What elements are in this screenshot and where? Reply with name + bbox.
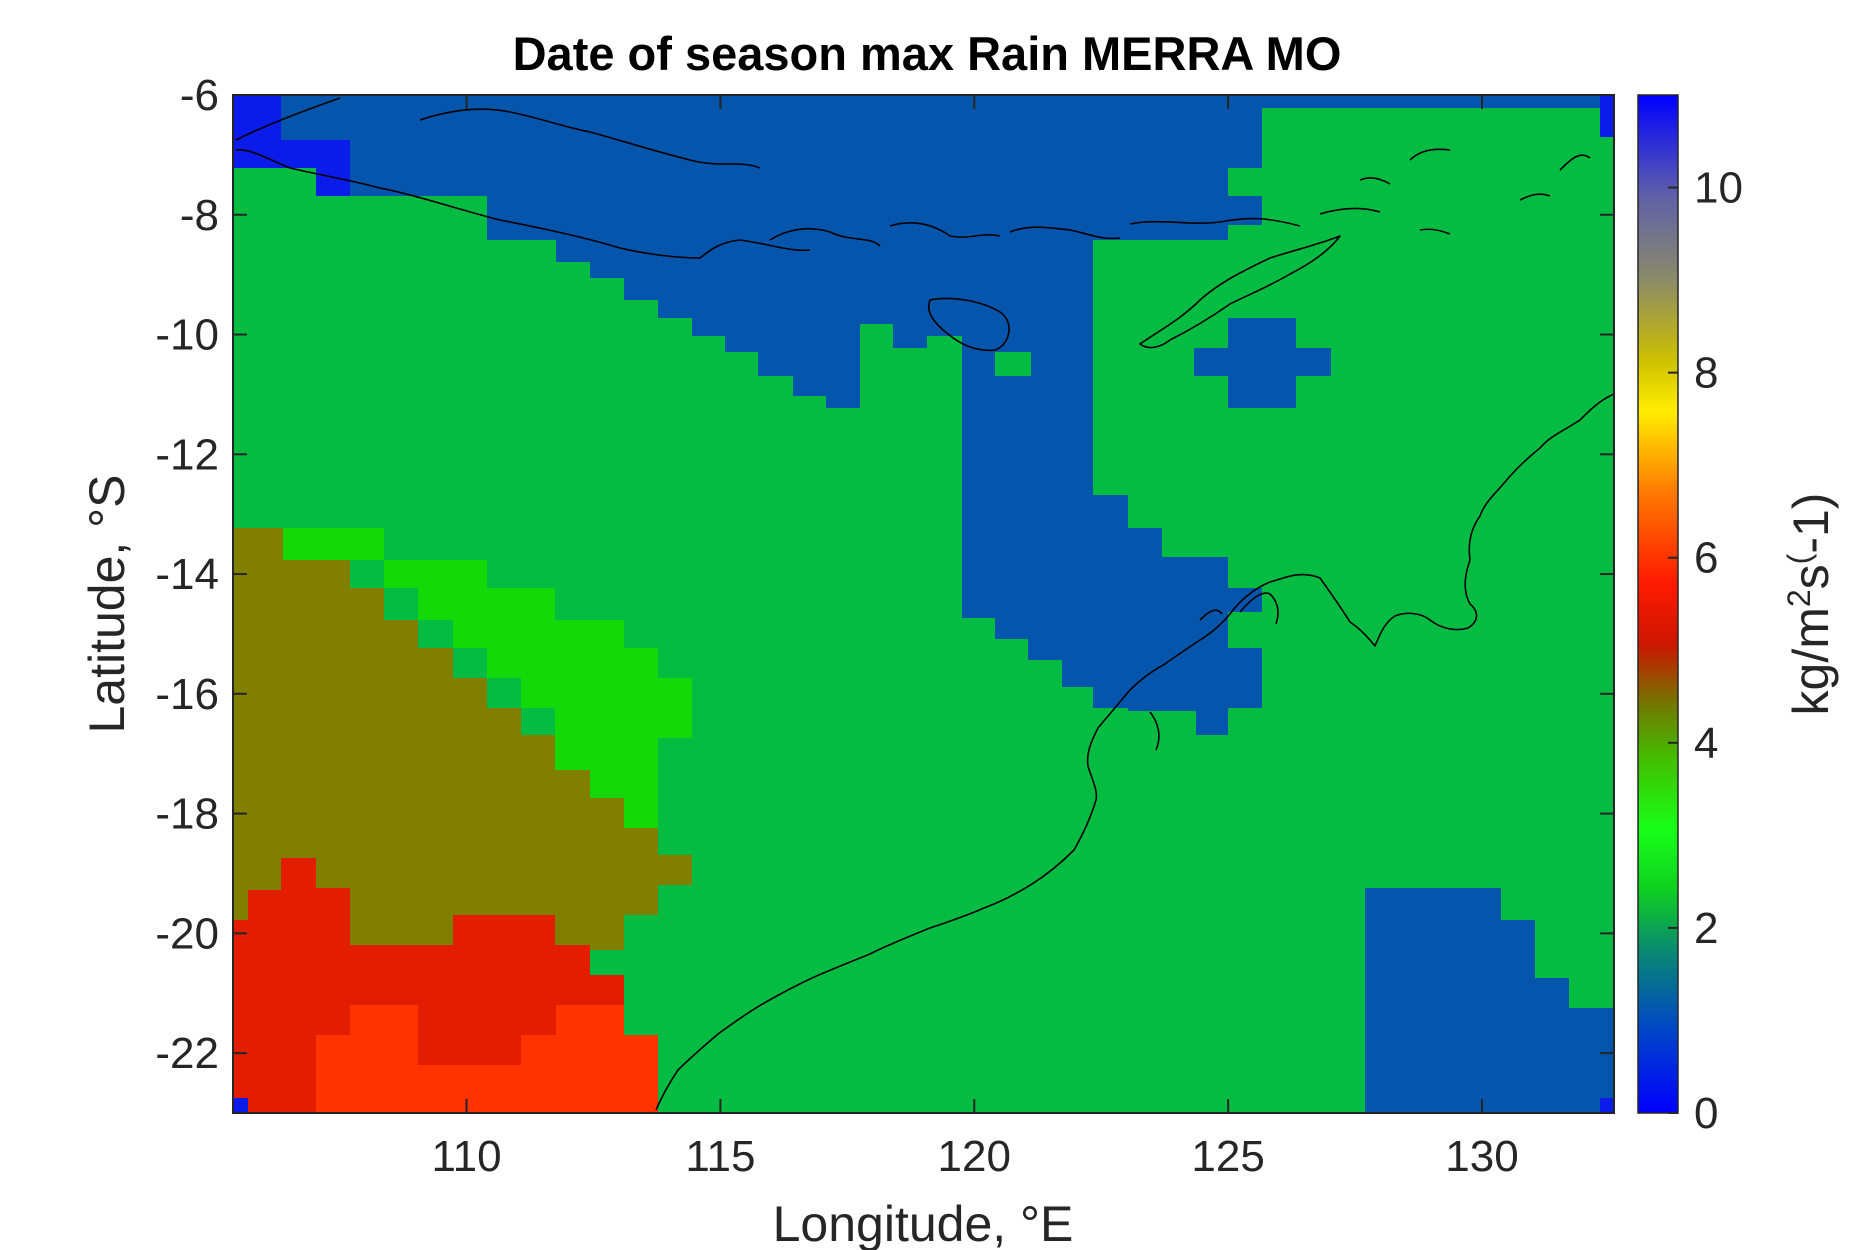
y-tick-label: -6 <box>180 71 219 120</box>
colorbar-tick-label: 10 <box>1694 164 1743 213</box>
colorbar-tick-label: 2 <box>1694 904 1718 953</box>
colorbar-label-sup: 2 <box>1781 589 1817 607</box>
coastline-kimberley-detail <box>1149 592 1279 751</box>
heatmap-cell-region-value-0.8 <box>1365 888 1614 1113</box>
heatmap-cell-region-value-0.8 <box>233 95 1614 408</box>
coastlines <box>235 97 1614 1111</box>
coastline-timor <box>1139 235 1341 349</box>
colorbar-label: kg/m2s(-1) <box>1781 493 1839 716</box>
heatmap-cell-blue-ne <box>1600 95 1614 137</box>
x-tick-label: 130 <box>1445 1132 1518 1181</box>
coastline-bali-lombok <box>769 222 1001 247</box>
colorbar-label-s: s <box>1783 564 1839 589</box>
x-tick-label: 120 <box>938 1132 1011 1181</box>
x-axis: 110 115 120 125 130 <box>431 95 1519 1181</box>
coastline-java <box>235 149 811 259</box>
colorbar-label-unit: kg/m <box>1783 607 1839 715</box>
coastline-small-islands <box>1359 148 1591 235</box>
colorbar-tick-label: 6 <box>1694 534 1718 583</box>
y-tick-label: -18 <box>155 790 219 839</box>
plot-area: 110 115 120 125 130 -6 -8 -10 -12 -14 -16 -18 -20 -2… <box>155 71 1615 1181</box>
y-tick-label: -12 <box>155 430 219 479</box>
colorbar-tick-label: 8 <box>1694 349 1718 398</box>
heatmap-cell-region-value-0.8 <box>962 376 1262 735</box>
y-axis: -6 -8 -10 -12 -14 -16 -18 -20 -22 <box>155 71 1614 1078</box>
y-tick-label: -16 <box>155 670 219 719</box>
chart-title: Date of season max Rain MERRA MO <box>513 27 1342 80</box>
heatmap-cell-blue-sw <box>233 1098 248 1113</box>
colorbar-label-exp: -1) <box>1783 493 1839 554</box>
heatmap-cell-region-value-0.8 <box>1194 318 1331 408</box>
x-tick-label: 110 <box>431 1132 501 1181</box>
coastline-sumbawa-flores <box>1009 207 1381 240</box>
colorbar-tick-label: 4 <box>1694 719 1718 768</box>
heatmap-cell-region-value-0.2 <box>233 95 350 196</box>
heatmap-cell-region-value-6.2 <box>316 1005 658 1113</box>
y-tick-label: -14 <box>155 550 219 599</box>
colorbar-ticks: 0 2 4 6 8 10 <box>1668 164 1743 1138</box>
plot-frame <box>232 94 1615 1114</box>
coastline-northern-australia <box>655 393 1614 1111</box>
x-axis-label: Longitude, °E <box>773 1196 1074 1250</box>
y-tick-label: -22 <box>155 1029 219 1078</box>
y-tick-label: -20 <box>155 909 219 958</box>
colorbar-label-paren: ( <box>1781 553 1817 564</box>
x-tick-label: 115 <box>685 1132 755 1181</box>
coastline-java-north <box>235 97 761 169</box>
x-tick-label: 125 <box>1191 1132 1264 1181</box>
heatmap-cell-region-value-2.7 <box>283 528 692 828</box>
colorbar-gradient <box>1637 94 1679 1114</box>
y-tick-label: -10 <box>155 311 219 360</box>
y-tick-label: -8 <box>180 191 219 240</box>
heatmap-cell-blue-se <box>1600 1098 1614 1113</box>
colorbar-tick-label: 0 <box>1694 1089 1718 1138</box>
coastline-sumba <box>928 297 1010 352</box>
y-axis-label: Latitude, °S <box>79 474 135 733</box>
